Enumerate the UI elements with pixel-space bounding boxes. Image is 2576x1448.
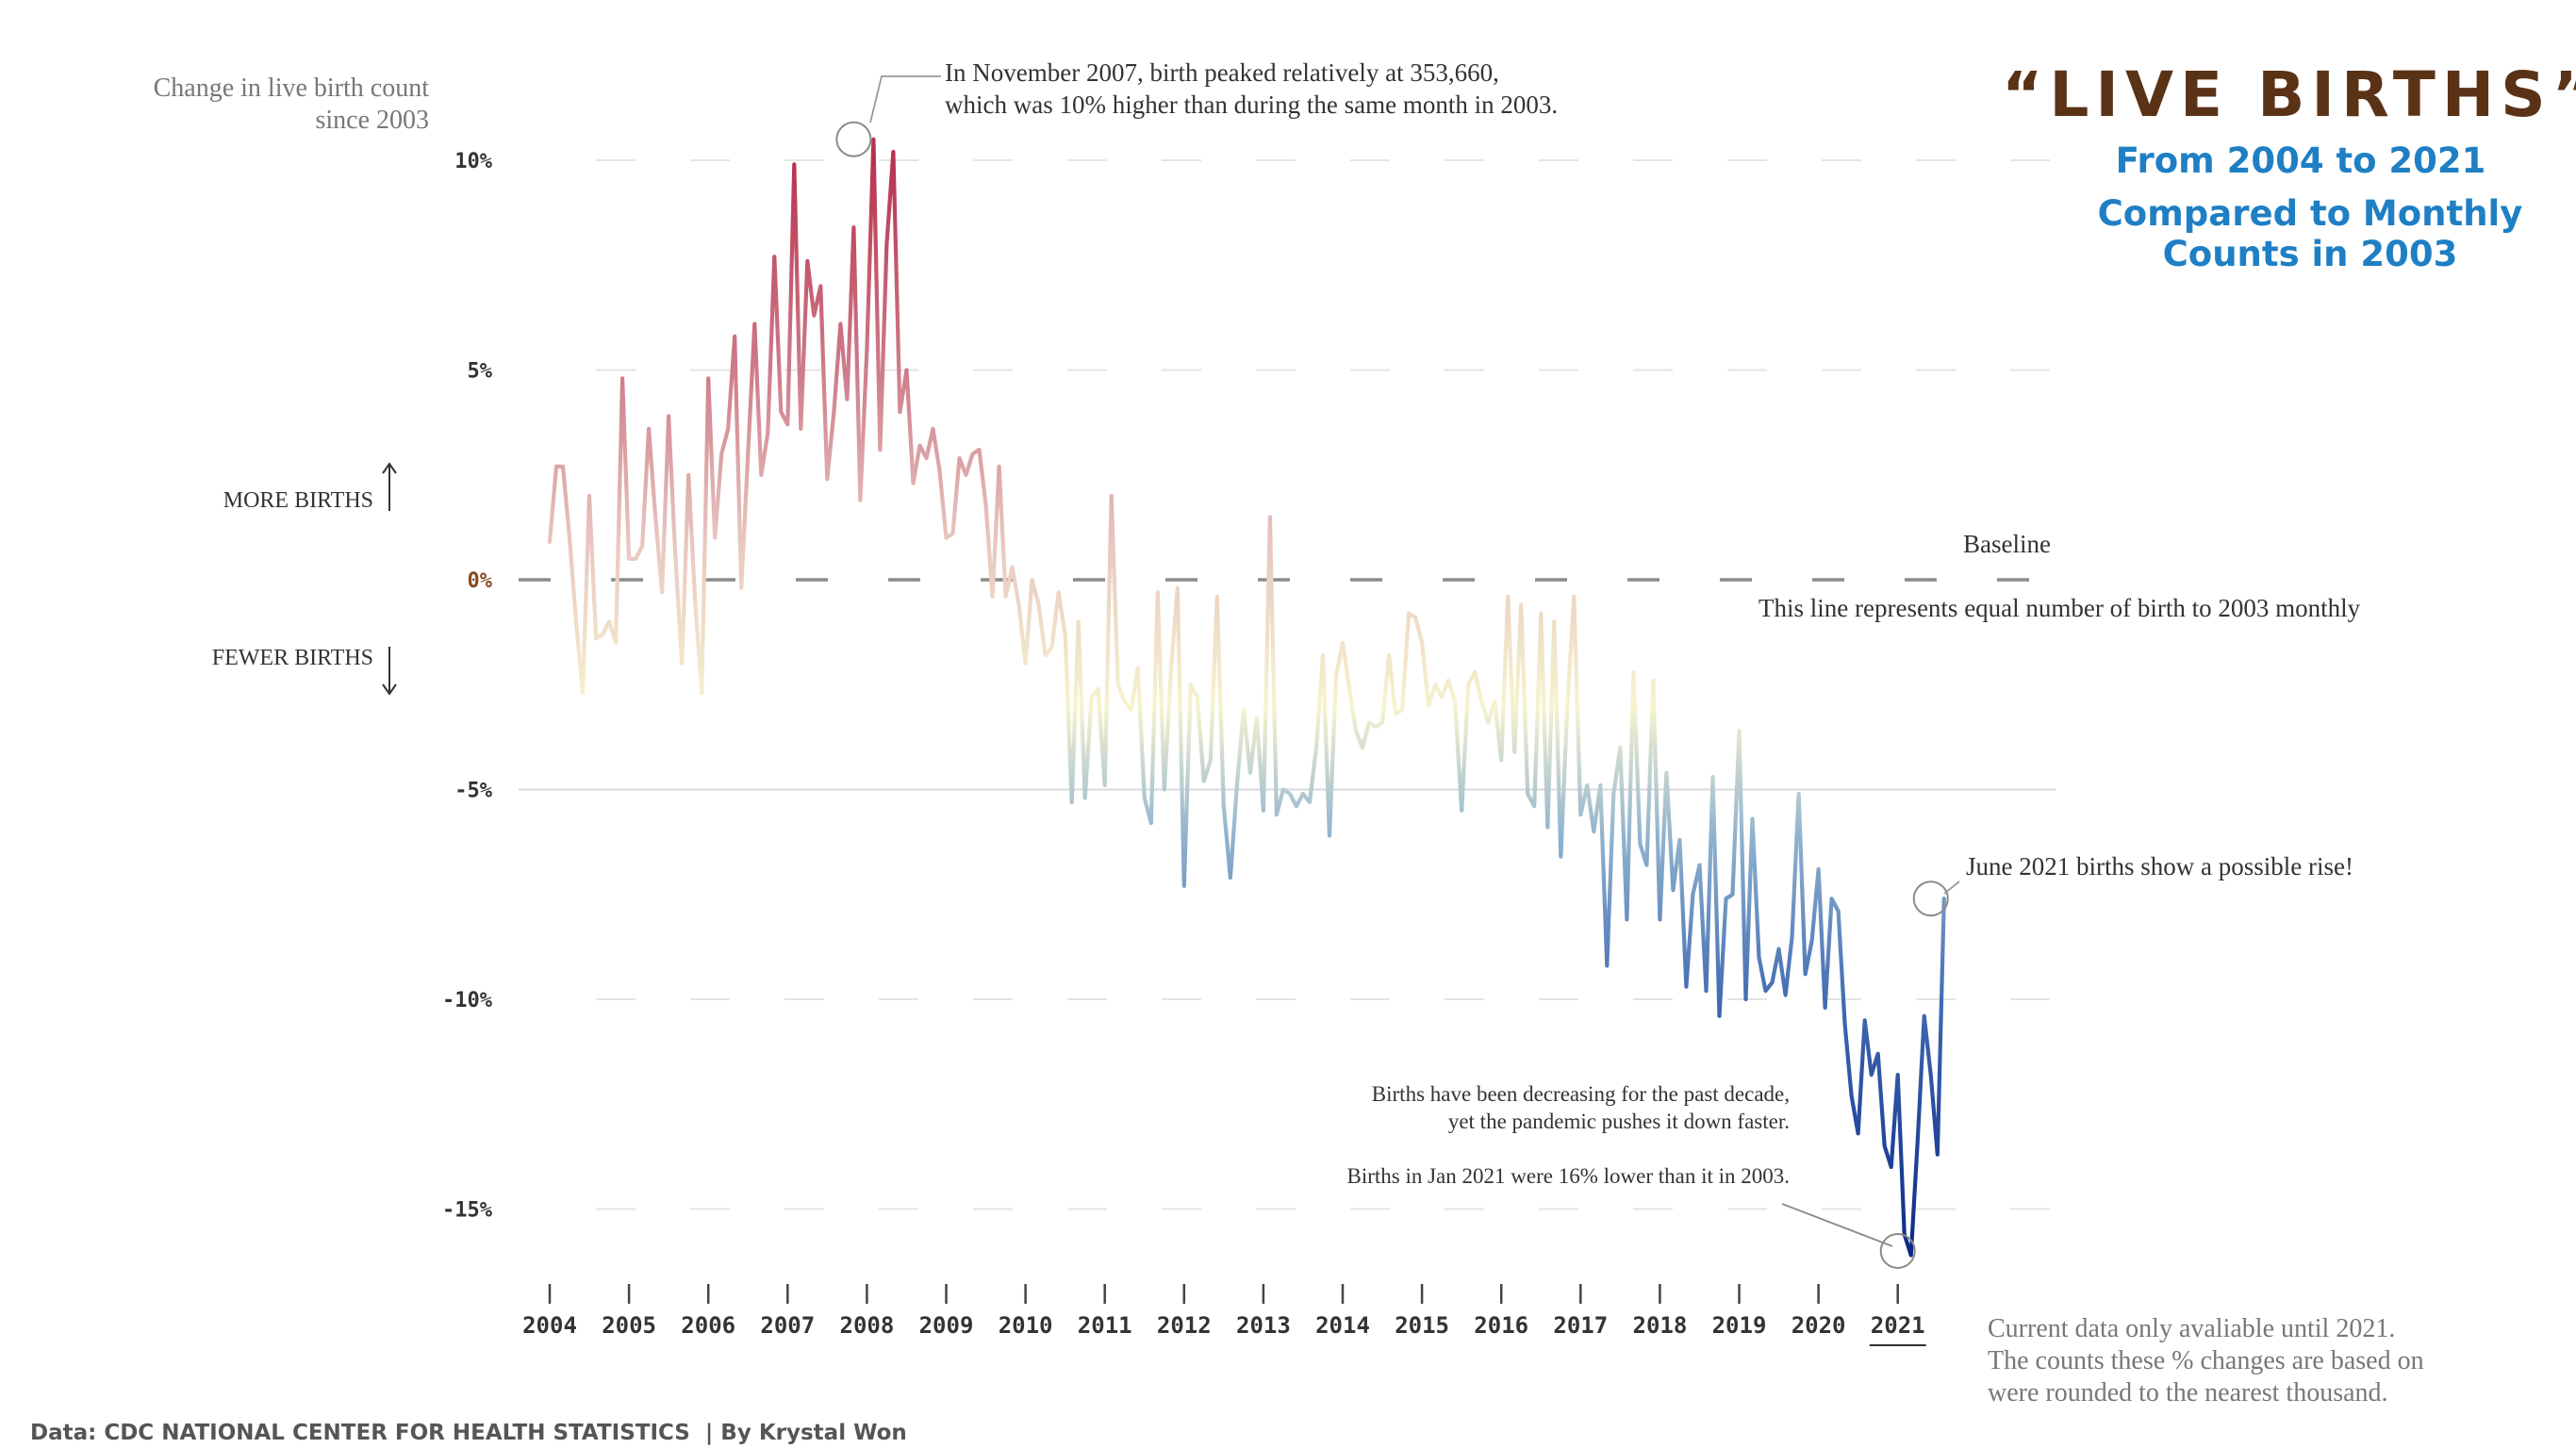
x-tick-label: 2007 [760,1312,815,1339]
peak-leader-line [869,75,941,123]
y-tick-label: -10% [442,989,493,1012]
x-tick-label: 2009 [919,1312,974,1339]
chart-title: “LIVE BIRTHS” [2002,58,2576,131]
y-tick-label: -5% [454,780,492,803]
y-axis-label-line2: since 2003 [315,106,429,135]
fewer-births-label: FEWER BIRTHS [212,646,373,670]
y-tick-label: 0% [468,569,493,593]
y-tick-label: 10% [454,150,492,173]
y-axis-label-line1: Change in live birth count [154,74,430,103]
x-tick-label: 2021 [1871,1312,1925,1339]
y-tick-label: -15% [442,1199,493,1223]
chart-subtitle-line2: Compared to Monthly [2098,193,2523,234]
arrow-down-icon [382,647,397,696]
baseline-note: This line represents equal number of bir… [1759,594,2361,622]
x-tick-label: 2020 [1792,1312,1846,1339]
footnote-line3: were rounded to the nearest thousand. [1988,1378,2388,1407]
highlight-circle [1912,880,1949,917]
series-line-births-change [547,137,1946,1258]
highlight-markers [835,75,1960,1269]
more-births-label: MORE BIRTHS [223,488,373,513]
x-tick-label: 2011 [1078,1312,1132,1339]
x-tick-label: 2005 [602,1312,656,1339]
x-tick-label: 2014 [1315,1312,1370,1339]
x-tick-label: 2019 [1712,1312,1767,1339]
gridlines [519,159,2056,1210]
baseline-label: Baseline [1963,530,2051,558]
x-tick-label: 2010 [999,1312,1053,1339]
x-tick-label: 2013 [1236,1312,1291,1339]
chart-subtitle-line1: From 2004 to 2021 [2116,140,2486,181]
x-tick-label: 2012 [1157,1312,1212,1339]
footnote-line1: Current data only avaliable until 2021. [1988,1314,2395,1343]
decline-annotation-line1: Births have been decreasing for the past… [1372,1082,1790,1106]
decline-annotation-line2: yet the pandemic pushes it down faster. [1448,1110,1790,1133]
x-tick-label: 2017 [1553,1312,1608,1339]
arrow-up-icon [382,462,397,511]
source-credit: Data: CDC NATIONAL CENTER FOR HEALTH STA… [30,1421,907,1445]
x-tick-label: 2004 [522,1312,577,1339]
x-tick-label: 2008 [840,1312,895,1339]
footnote-line2: The counts these % changes are based on [1988,1346,2424,1375]
x-tick-label: 2018 [1633,1312,1688,1339]
x-tick-label: 2016 [1474,1312,1528,1339]
jan-leader-line [1781,1203,1893,1247]
highlight-circle [1879,1233,1916,1269]
peak-annotation-line1: In November 2007, birth peaked relativel… [945,58,1499,87]
highlight-circle [835,121,872,157]
peak-annotation-line2: which was 10% higher than during the sam… [945,90,1558,119]
x-tick-label: 2006 [681,1312,735,1339]
y-axis: 10% 5% 0% -5% -10% -15% [442,150,493,1223]
y-tick-label: 5% [468,360,493,384]
x-axis: 2004 2005 2006 2007 2008 2009 2010 2011 2012 2013… [522,1284,1926,1346]
chart-subtitle-line3: Counts in 2003 [2163,234,2458,274]
june-2021-annotation: June 2021 births show a possible rise! [1966,852,2353,880]
june-leader-line [1943,880,1960,895]
x-tick-label: 2015 [1395,1312,1449,1339]
jan-2021-annotation: Births in Jan 2021 were 16% lower than i… [1346,1164,1790,1188]
